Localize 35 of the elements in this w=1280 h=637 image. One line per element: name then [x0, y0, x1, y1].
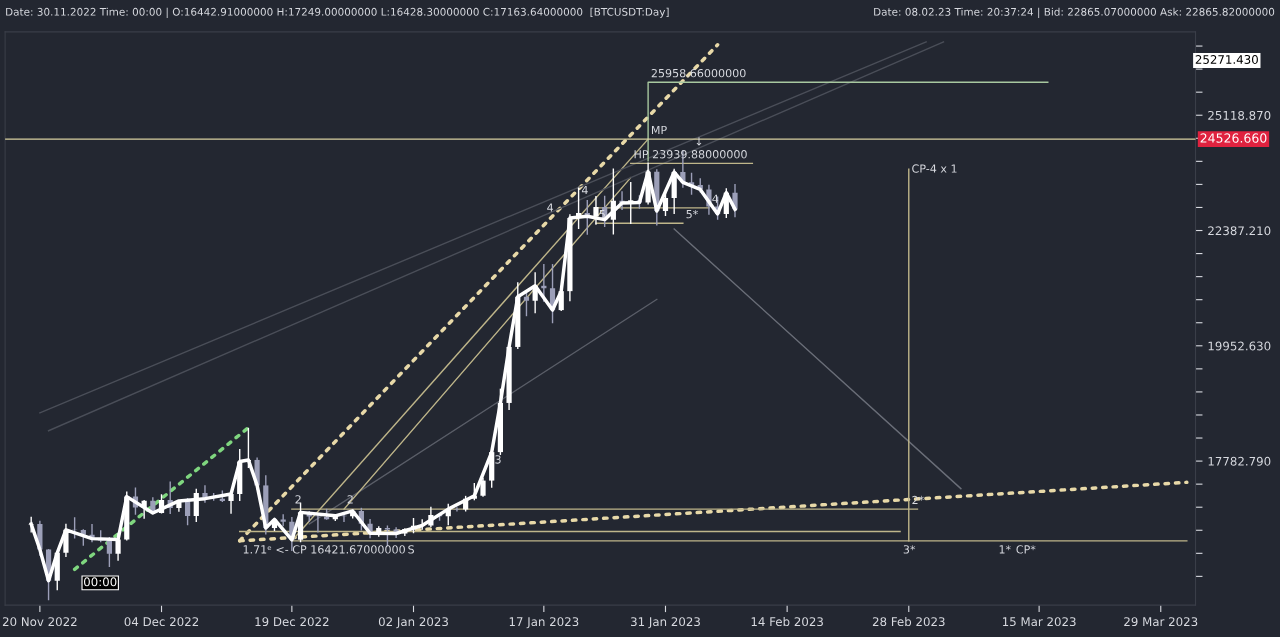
- annotation: S: [408, 545, 415, 554]
- annotation: 4: [547, 203, 554, 212]
- x-tick-label: 04 Dec 2022: [124, 617, 199, 627]
- annotation: 2*: [912, 495, 924, 505]
- annotation: MP: [651, 125, 667, 135]
- annotation: 2: [295, 495, 301, 504]
- chart-subtitle: Date: 08.02.23 Time: 20:37:24 | Bid: 22865.07000000 Ask: 22865.82000000: [874, 7, 1275, 19]
- y-tick-label: 19952.630: [1208, 341, 1271, 351]
- y-tick-label: 17782.790: [1208, 456, 1271, 466]
- x-tick-label: 02 Jan 2023: [378, 617, 448, 629]
- x-tick-label: 17 Jan 2023: [509, 617, 579, 629]
- annotation: CP*: [1016, 545, 1036, 554]
- annotation: 2: [347, 495, 353, 504]
- x-tick-label: 19 Dec 2022: [255, 617, 329, 627]
- annotation: CP-4 x 1: [912, 164, 957, 173]
- x-tick-label: 29 Mar 2023: [1124, 617, 1198, 627]
- ref-line-label: 24526.660: [1200, 133, 1267, 143]
- x-tick-label: 14 Feb 2023: [751, 616, 823, 627]
- x-tick-label: 15 Mar 2023: [1002, 617, 1076, 627]
- annotation: 5*: [686, 209, 698, 219]
- annotation: 3: [495, 455, 501, 464]
- annotation: 4: [581, 185, 588, 195]
- chart-title: Date: 30.11.2022 Time: 00:00 | O:16442.91000000 H:17249.00000000 L:16428.30000000 C:17163.64000000 [BTCUSDT:Day]: [6, 7, 669, 19]
- annotation: ↓: [696, 137, 702, 146]
- y-tick-label: 25118.870: [1208, 110, 1271, 120]
- x-tick-label: 28 Feb 2023: [872, 616, 945, 627]
- y-tick-label: 22387.210: [1208, 226, 1271, 236]
- annotation: 1.71ᵉ <- CP 16421.67000000: [243, 545, 405, 554]
- annotation: 00:00: [83, 577, 117, 587]
- text: 25271.430: [1195, 55, 1258, 64]
- annotation: 1*: [999, 545, 1011, 554]
- x-tick-label: 31 Jan 2023: [631, 617, 700, 629]
- annotation: 25958.66000000: [651, 68, 746, 78]
- annotation: 3*: [903, 545, 916, 554]
- x-tick-label: 20 Nov 2022: [2, 617, 77, 627]
